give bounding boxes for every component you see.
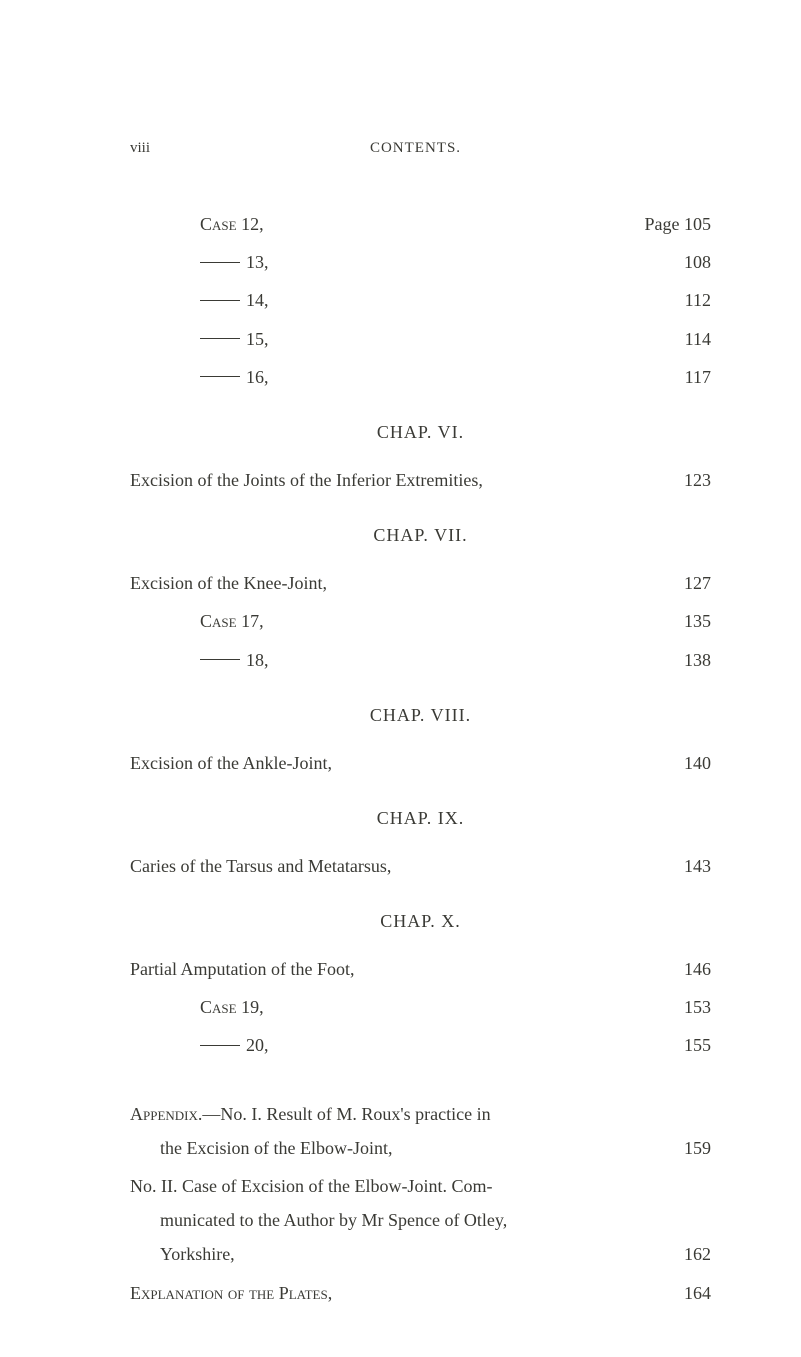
- toc-label: 18,: [200, 643, 269, 677]
- toc-line: Explanation of the Plates, 164: [130, 1276, 711, 1310]
- dash-icon: [200, 338, 240, 339]
- chapter-heading: CHAP. VII.: [130, 525, 711, 546]
- toc-label: 13,: [200, 245, 269, 279]
- toc-label: Excision of the Joints of the Inferior E…: [130, 463, 483, 497]
- toc-line: 15, 114: [130, 322, 711, 356]
- toc-page: 164: [651, 1276, 711, 1310]
- dash-icon: [200, 300, 240, 301]
- toc-line: 13, 108: [130, 245, 711, 279]
- toc-page: 140: [651, 746, 711, 780]
- toc-line: Partial Amputation of the Foot, 146: [130, 952, 711, 986]
- chapter-heading: CHAP. VIII.: [130, 705, 711, 726]
- toc-label: 20,: [200, 1028, 269, 1062]
- toc-page: 162: [651, 1237, 711, 1271]
- chapter-heading: CHAP. X.: [130, 911, 711, 932]
- toc-label: Case 17,: [200, 604, 264, 638]
- toc-text-line: Yorkshire, 162: [130, 1237, 711, 1271]
- toc-line: Caries of the Tarsus and Metatarsus, 143: [130, 849, 711, 883]
- header-title: CONTENTS.: [370, 140, 461, 157]
- appendix-label: Appendix: [130, 1104, 198, 1124]
- toc-label: 15,: [200, 322, 269, 356]
- page-number: viii: [130, 140, 150, 157]
- toc-label: Case 12,: [200, 207, 264, 241]
- dash-icon: [200, 1045, 240, 1046]
- toc-page: 108: [651, 245, 711, 279]
- toc-line: 16, 117: [130, 360, 711, 394]
- chapter-heading: CHAP. IX.: [130, 808, 711, 829]
- toc-line: 18, 138: [130, 643, 711, 677]
- toc-page: 117: [651, 360, 711, 394]
- toc-page: 127: [651, 566, 711, 600]
- toc-page: 123: [651, 463, 711, 497]
- toc-label: Partial Amputation of the Foot,: [130, 952, 354, 986]
- toc-page: 153: [651, 990, 711, 1024]
- toc-text-line: Appendix.—No. I. Result of M. Roux's pra…: [130, 1097, 711, 1131]
- toc-text-line: No. II. Case of Excision of the Elbow-Jo…: [130, 1169, 711, 1203]
- toc-label: 14,: [200, 283, 269, 317]
- dash-icon: [200, 262, 240, 263]
- toc-page: 146: [651, 952, 711, 986]
- toc-page: 159: [651, 1131, 711, 1165]
- toc-label: Yorkshire,: [160, 1237, 235, 1271]
- toc-page: Page 105: [645, 207, 712, 241]
- toc-label: Case 19,: [200, 990, 264, 1024]
- toc-line: Case 12, Page 105: [130, 207, 711, 241]
- dash-icon: [200, 659, 240, 660]
- page-header: viii CONTENTS.: [130, 140, 711, 157]
- toc-text-line: the Excision of the Elbow-Joint, 159: [130, 1131, 711, 1165]
- toc-label: the Excision of the Elbow-Joint,: [160, 1131, 392, 1165]
- toc-label: Explanation of the Plates,: [130, 1276, 332, 1310]
- toc-line: Excision of the Joints of the Inferior E…: [130, 463, 711, 497]
- toc-page: 143: [651, 849, 711, 883]
- toc-label: Excision of the Knee-Joint,: [130, 566, 327, 600]
- toc-line: Case 17, 135: [130, 604, 711, 638]
- toc-page: 155: [651, 1028, 711, 1062]
- toc-line: 14, 112: [130, 283, 711, 317]
- toc-label: Caries of the Tarsus and Metatarsus,: [130, 849, 391, 883]
- toc-page: 112: [651, 283, 711, 317]
- appendix-entry: No. II. Case of Excision of the Elbow-Jo…: [130, 1169, 711, 1272]
- toc-page: 135: [651, 604, 711, 638]
- toc-page: 114: [651, 322, 711, 356]
- appendix-entry: Appendix.—No. I. Result of M. Roux's pra…: [130, 1097, 711, 1165]
- toc-text-line: municated to the Author by Mr Spence of …: [130, 1203, 711, 1237]
- dash-icon: [200, 376, 240, 377]
- toc-label: Excision of the Ankle-Joint,: [130, 746, 332, 780]
- toc-line: Excision of the Knee-Joint, 127: [130, 566, 711, 600]
- toc-line: Case 19, 153: [130, 990, 711, 1024]
- toc-line: 20, 155: [130, 1028, 711, 1062]
- toc-line: Excision of the Ankle-Joint, 140: [130, 746, 711, 780]
- toc-label: 16,: [200, 360, 269, 394]
- toc-page: 138: [651, 643, 711, 677]
- chapter-heading: CHAP. VI.: [130, 422, 711, 443]
